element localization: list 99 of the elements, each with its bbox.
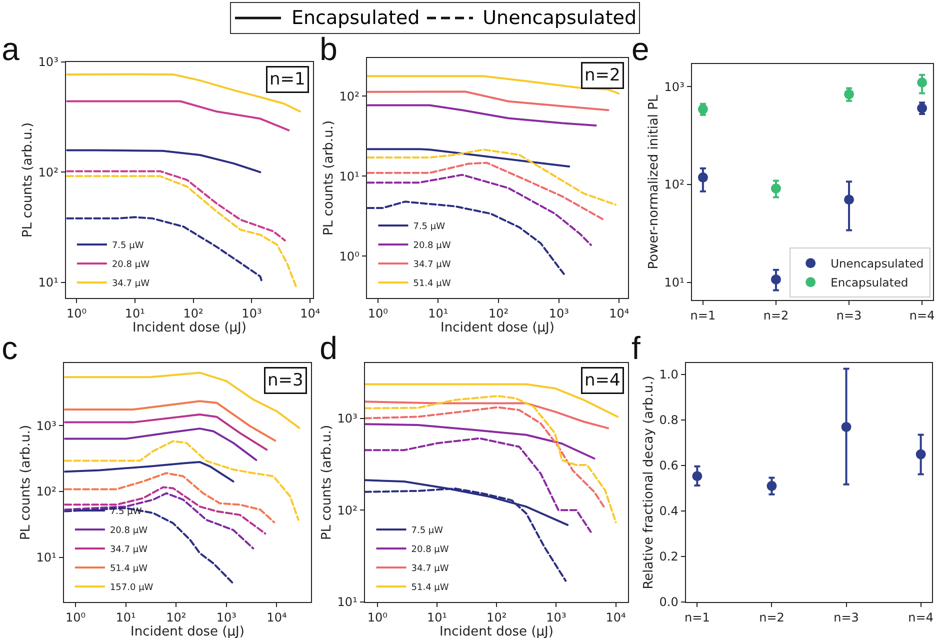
legend-label: 51.4 μW [413,279,451,290]
x-axis-title: Incident dose (μJ) [440,624,554,638]
x-tick-label: 10² [183,306,204,321]
chart-title: e [632,30,650,67]
x-tick-label: 10⁰ [368,306,388,321]
legend-label: 157.0 μW [110,583,154,594]
y-tick-label: 10² [337,503,358,518]
y-tick-label: 10² [38,165,59,180]
x-tick-label: 10⁴ [300,306,320,321]
x-tick-label: n=4 [908,610,934,625]
y-tick-label: 1.0 [659,368,678,382]
annotation: n=1 [270,70,306,90]
y-tick-label: 10¹ [664,276,685,290]
y-tick-label: 0.8 [659,413,678,428]
legend-label: 20.8 μW [112,260,150,270]
annotation: n=2 [584,66,620,86]
y-axis-title: PL counts (arb.u.) [321,120,336,236]
point [916,449,926,460]
point [770,274,781,284]
legend-label: 51.4 μW [411,583,449,594]
legend-label: 34.7 μW [411,564,449,574]
point [770,183,781,194]
x-tick-label: 10⁴ [609,306,630,321]
x-tick-label: 10² [488,306,509,321]
y-tick-label: 10³ [36,418,57,433]
point [844,89,854,100]
x-tick-label: 10² [166,610,186,625]
x-tick-label: 10¹ [428,306,448,321]
y-axis-title: Power-normalized initial PL [646,94,662,270]
y-tick-label: 10² [664,178,685,192]
legend-label: 34.7 μW [413,260,451,270]
x-axis-title: Incident dose (μJ) [132,320,246,336]
legend-label: 7.5 μW [411,526,444,536]
y-tick-label: 0.6 [659,458,678,473]
x-tick-label: 10² [486,610,507,625]
x-tick-label: 10¹ [124,306,146,321]
y-axis-title: PL counts (arb.u.) [18,424,34,540]
y-tick-label: 10³ [337,412,358,426]
y-tick-label: 0.2 [659,550,678,564]
legend-label: 34.7 μW [112,279,150,290]
x-tick-label: n=2 [759,610,784,625]
legend-label: Unencapsulated [830,256,924,271]
point [698,172,708,182]
x-tick-label: 10³ [216,610,237,625]
point [766,480,777,491]
y-tick-label: 10² [339,89,360,104]
x-tick-label: 10³ [242,306,262,321]
legend-label: 20.8 μW [411,545,449,556]
legend-label: 20.8 μW [413,241,451,252]
y-tick-label: 10¹ [339,169,360,184]
point [841,422,852,432]
x-tick-label: n=2 [763,308,789,323]
y-tick-label: 10¹ [337,595,358,610]
y-axis-title: PL counts (arb.u.) [20,122,36,238]
text: Unencapsulated [482,7,637,29]
x-tick-label: 10³ [548,306,570,321]
y-tick-label: 10³ [664,80,685,94]
x-tick-label: 10¹ [116,610,136,625]
y-tick-label: 0.4 [659,504,678,518]
legend-label: 7.5 μW [112,241,144,252]
legend-label: 34.7 μW [110,545,148,556]
point [844,194,854,205]
x-tick-label: 10⁰ [65,610,86,625]
x-tick-label: n=4 [909,308,935,323]
x-axis-title: Incident dose (μJ) [130,624,244,638]
x-tick-label: 10⁰ [367,610,388,625]
x-tick-label: 10³ [546,610,566,625]
point [917,78,928,88]
x-tick-label: n=3 [834,610,859,625]
annotation: n=3 [268,370,304,390]
legend-label: Encapsulated [830,276,908,290]
y-axis-title: Relative fractional decay (arb.u.) [641,376,656,590]
x-tick-label: 10¹ [426,610,448,625]
chart-title: f [632,330,641,366]
y-tick-label: 10¹ [38,275,59,290]
legend-label: 51.4 μW [110,564,148,574]
y-axis-title: PL counts (arb.u.) [319,424,334,540]
annotation: n=4 [584,370,620,390]
x-tick-label: n=1 [690,308,716,323]
legend-label: 20.8 μW [110,526,148,536]
chart-title: b [320,30,338,67]
x-axis-title: Incident dose (μJ) [440,320,554,336]
y-tick-label: 10¹ [36,550,57,565]
y-tick-label: 10³ [38,55,59,70]
chart-title: a [2,30,20,67]
legend-label: 7.5 μW [110,507,142,518]
text: Encapsulated [291,7,420,29]
x-tick-label: 10⁰ [66,306,87,321]
x-tick-label: 10⁴ [266,610,287,625]
x-tick-label: n=1 [684,610,710,625]
y-tick-label: 10⁰ [339,249,360,264]
point [692,471,702,482]
chart-title: d [320,330,338,366]
x-tick-label: 10⁴ [606,610,626,625]
chart-title: c [2,330,18,366]
x-tick-label: n=3 [836,308,862,323]
y-tick-label: 10² [36,484,57,499]
y-tick-label: 0.0 [659,595,678,610]
legend-label: 7.5 μW [413,222,446,232]
